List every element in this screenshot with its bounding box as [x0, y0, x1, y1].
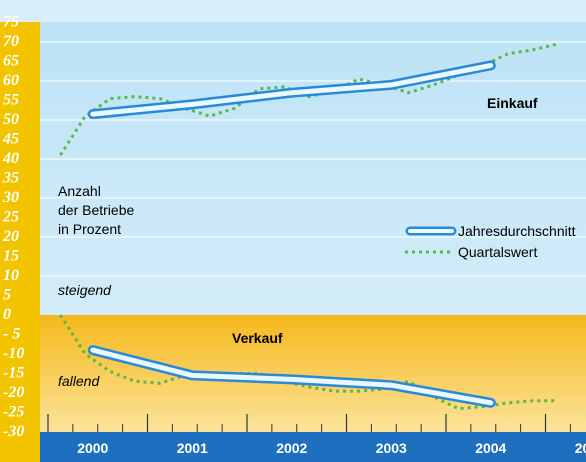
- x-tick-label: 2004: [475, 440, 506, 456]
- annotation: Verkauf: [232, 330, 283, 346]
- y-tick-label: -30: [3, 423, 24, 440]
- negative-area: [40, 315, 586, 432]
- positive-area: [40, 22, 586, 315]
- y-tick-label: 10: [3, 267, 19, 284]
- y-tick-label: 70: [3, 33, 19, 50]
- y-tick-label: 75: [3, 14, 19, 31]
- quarterly-line: [59, 314, 558, 411]
- x-tick-label: 2002: [276, 440, 307, 456]
- y-tick-label: 65: [3, 53, 19, 70]
- annual-line-highlight: [90, 62, 494, 117]
- y-tick-label: 25: [2, 209, 19, 226]
- annotation: steigend: [58, 282, 112, 298]
- x-tick-label: 2000: [77, 440, 108, 456]
- legend-label: Jahresdurchschnitt: [458, 223, 576, 239]
- y-axis-label: in Prozent: [58, 221, 121, 237]
- y-tick-label: 60: [3, 72, 19, 89]
- y-axis-label: der Betriebe: [58, 202, 134, 218]
- y-tick-label: 20: [2, 228, 19, 245]
- y-tick-label: 0: [3, 306, 11, 323]
- x-tick-label: 2001: [177, 440, 208, 456]
- annotation: fallend: [58, 373, 100, 389]
- y-tick-label: - 5: [3, 326, 20, 343]
- legend-label: Quartalswert: [458, 244, 537, 260]
- y-tick-label: 5: [3, 287, 11, 304]
- y-tick-label: 15: [3, 248, 19, 265]
- y-tick-label: -25: [3, 404, 24, 421]
- y-axis-strip: [0, 22, 40, 462]
- y-tick-label: 35: [2, 170, 19, 187]
- x-tick-label: 2003: [376, 440, 407, 456]
- x-tick-label: 2005: [575, 440, 586, 456]
- annual-line-highlight: [90, 347, 494, 406]
- y-tick-label: 45: [2, 131, 19, 148]
- y-tick-label: 40: [2, 150, 19, 167]
- y-tick-label: 30: [2, 189, 19, 206]
- y-tick-label: -20: [3, 384, 24, 401]
- y-axis-label: Anzahl: [58, 183, 101, 199]
- y-tick-label: 55: [3, 92, 19, 109]
- y-tick-label: -10: [3, 345, 24, 362]
- annotation: Einkauf: [487, 95, 538, 111]
- y-tick-label: 50: [3, 111, 19, 128]
- x-axis-band: [40, 432, 586, 462]
- top-strip: [0, 0, 586, 22]
- y-tick-label: -15: [3, 365, 24, 382]
